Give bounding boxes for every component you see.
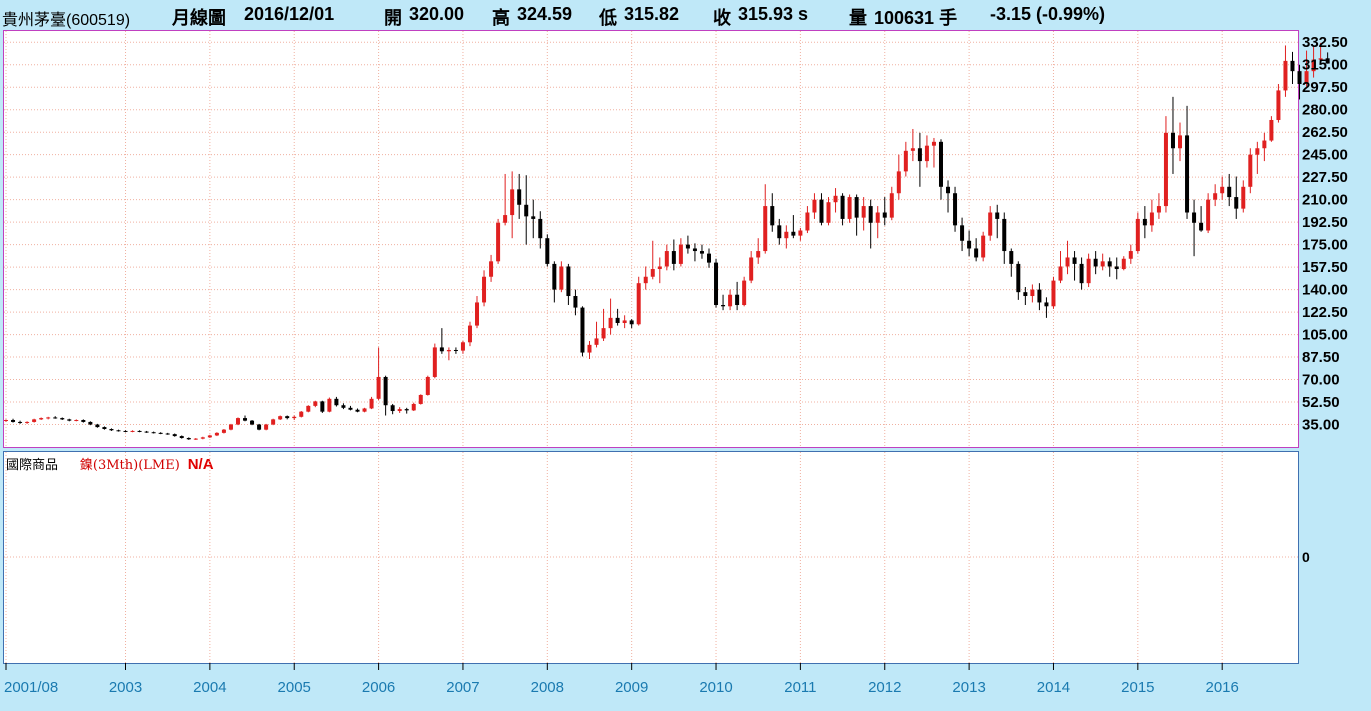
- quote-header: 貴州茅臺(600519) 月線圖 2016/12/01 開 320.00 高 3…: [0, 0, 1371, 30]
- y-tick-label: 210.00: [1302, 192, 1348, 209]
- x-tick-label: 2005: [278, 679, 311, 696]
- low-label: 低: [599, 8, 617, 28]
- candle-body: [1318, 58, 1323, 60]
- y-tick-label: 70.00: [1302, 372, 1340, 389]
- x-tick-label: 2015: [1121, 679, 1154, 696]
- candle-body: [1304, 71, 1309, 85]
- y-tick-label: 227.50: [1302, 169, 1348, 186]
- stock-name: 貴州茅臺(600519): [2, 12, 131, 29]
- price-chart-panel: [3, 30, 1299, 448]
- commodity-title: 國際商品 鎳(3Mth)(LME) N/A: [6, 454, 214, 473]
- close-label: 收: [713, 8, 731, 28]
- x-tick-label: 2001/08: [4, 679, 58, 696]
- low-value: 315.82: [624, 4, 680, 24]
- volume-value: 100631 手: [874, 8, 958, 28]
- candle-body: [1325, 58, 1330, 64]
- x-tick-label: 2007: [446, 679, 479, 696]
- commodity-value: N/A: [187, 456, 214, 473]
- x-tick-label: 2009: [615, 679, 648, 696]
- sub-panel-zero-label: 0: [1302, 549, 1310, 565]
- y-tick-label: 157.50: [1302, 259, 1348, 276]
- y-tick-label: 105.00: [1302, 327, 1348, 344]
- y-tick-label: 87.50: [1302, 349, 1340, 366]
- high-value: 324.59: [517, 4, 573, 24]
- x-tick-label: 2016: [1206, 679, 1239, 696]
- commodity-section-label: 國際商品: [6, 458, 59, 473]
- y-tick-label: 140.00: [1302, 282, 1348, 299]
- y-tick-label: 262.50: [1302, 124, 1348, 141]
- y-tick-label: 52.50: [1302, 394, 1340, 411]
- period-label: 月線圖: [172, 8, 226, 28]
- x-tick-label: 2013: [952, 679, 985, 696]
- y-tick-label: 175.00: [1302, 237, 1348, 254]
- x-tick-label: 2008: [531, 679, 564, 696]
- commodity-panel: 國際商品 鎳(3Mth)(LME) N/A: [3, 451, 1299, 664]
- high-label: 高: [492, 8, 510, 28]
- x-tick-label: 2011: [784, 679, 816, 696]
- y-tick-label: 245.00: [1302, 147, 1348, 164]
- close-value: 315.93 s: [738, 4, 809, 24]
- y-tick-label: 297.50: [1302, 79, 1348, 96]
- x-tick-label: 2003: [109, 679, 142, 696]
- change-value: -3.15 (-0.99%): [990, 4, 1106, 24]
- open-value: 320.00: [409, 4, 465, 24]
- y-tick-label: 192.50: [1302, 214, 1348, 231]
- x-tick-label: 2014: [1037, 679, 1070, 696]
- y-tick-label: 332.50: [1302, 34, 1348, 51]
- y-tick-label: 35.00: [1302, 417, 1340, 434]
- open-label: 開: [384, 8, 402, 28]
- y-tick-label: 122.50: [1302, 304, 1348, 321]
- x-tick-label: 2006: [362, 679, 395, 696]
- x-tick-label: 2012: [868, 679, 901, 696]
- x-tick-label: 2004: [193, 679, 226, 696]
- quote-date: 2016/12/01: [244, 4, 335, 24]
- volume-label: 量: [849, 8, 867, 28]
- y-tick-label: 315.00: [1302, 57, 1348, 74]
- commodity-name: 鎳(3Mth)(LME): [79, 458, 180, 473]
- y-tick-label: 280.00: [1302, 102, 1348, 119]
- candle-body: [1311, 59, 1316, 72]
- x-tick-label: 2010: [699, 679, 732, 696]
